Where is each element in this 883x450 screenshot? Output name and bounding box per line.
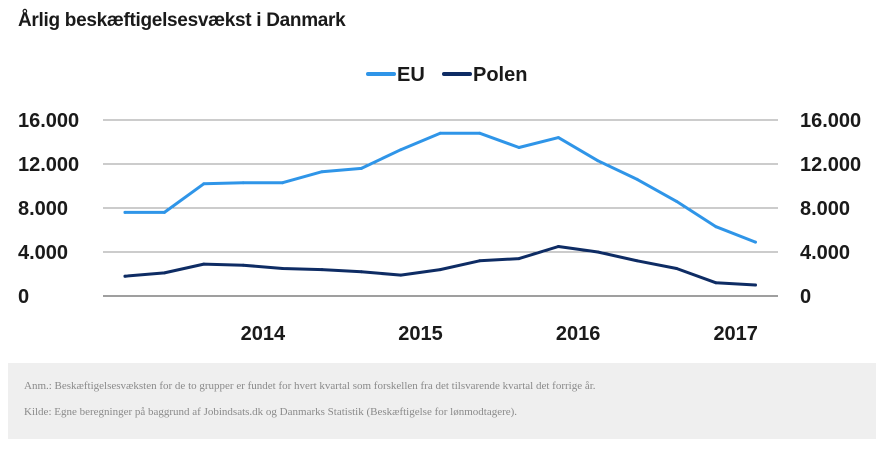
data-point [438,268,442,272]
y-tick-label-left: 12.000 [18,154,79,176]
footnote-anm: Anm.: Beskæftigelsesvæksten for de to gr… [24,380,596,392]
y-tick-label-right: 12.000 [800,154,861,176]
data-point [753,240,757,244]
chart-title: Årlig beskæftigelsesvækst i Danmark [18,10,346,31]
data-point [517,146,521,149]
x-year-label: 2017 [713,323,758,345]
data-point [399,148,403,152]
data-point [596,250,600,254]
y-tick-label-left: 4.000 [18,242,68,264]
data-point [162,271,166,275]
data-point [162,210,166,214]
legend-label: Polen [473,64,527,86]
footnote-box: Anm.: Beskæftigelsesvæksten for de to gr… [8,363,876,439]
data-point [241,263,245,267]
data-point [556,245,560,248]
y-tick-label-right: 0 [800,286,811,308]
data-point [478,259,482,263]
data-point [714,225,718,229]
y-tick-label-right: 8.000 [800,198,850,220]
data-point [241,181,245,185]
data-point [202,182,206,186]
line-chart: 0 0 4.000 4.000 8.000 8.000 12.000 12.000 16.000… [18,64,861,345]
data-point [714,281,718,285]
data-point [753,283,757,287]
data-point [675,267,679,270]
x-year-label: 2016 [556,323,601,345]
data-point [281,181,285,185]
data-point [359,166,363,170]
y-tick-label-right: 4.000 [800,242,850,264]
data-point [202,262,206,266]
data-point [596,159,600,163]
y-tick-label-right: 16.000 [800,110,861,132]
data-point [478,131,482,135]
data-point [359,270,363,274]
data-point [399,273,403,277]
y-tick-label-left: 0 [18,286,29,308]
data-point [438,131,442,135]
y-tick-label-left: 16.000 [18,110,79,132]
data-point [675,199,679,203]
data-point [320,170,324,174]
x-year-label: 2014 [241,323,286,345]
data-point [635,259,639,263]
x-year-label: 2015 [398,323,443,345]
data-point [281,267,285,270]
data-point [517,257,521,261]
footnote-source: Kilde: Egne beregninger på baggrund af J… [24,406,518,418]
legend-label: EU [397,64,425,86]
data-point [123,274,127,278]
data-point [635,177,639,181]
data-point [320,268,324,272]
series-line-eu [123,131,757,244]
data-point [123,210,127,214]
y-tick-label-left: 8.000 [18,198,68,220]
data-point [556,136,560,140]
